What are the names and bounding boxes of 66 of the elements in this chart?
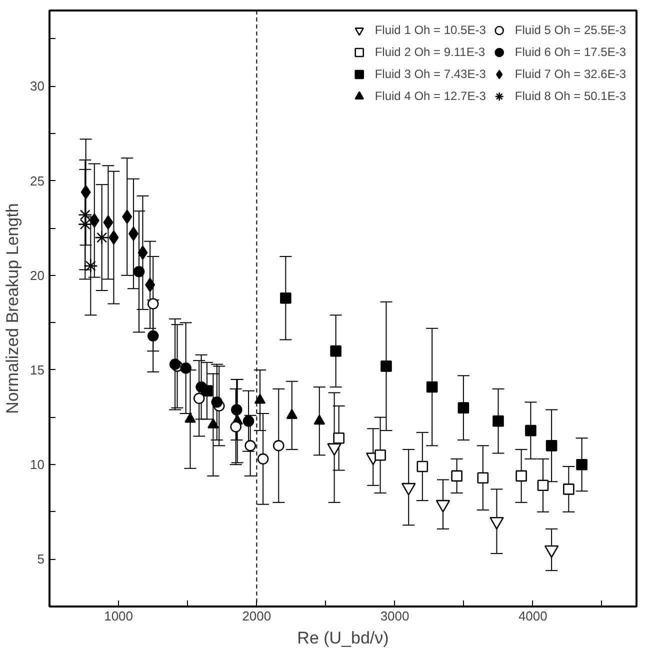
point xyxy=(230,421,242,432)
point xyxy=(208,418,219,428)
point xyxy=(242,415,254,427)
point xyxy=(477,472,489,484)
point xyxy=(333,432,345,444)
point xyxy=(103,215,114,230)
point xyxy=(330,345,342,357)
legend-label: Fluid 4 Oh = 12.7E-3 xyxy=(374,89,486,103)
point xyxy=(180,362,192,374)
point xyxy=(244,440,256,452)
legend-label: Fluid 7 Oh = 32.6E-3 xyxy=(514,67,626,81)
point xyxy=(416,460,428,472)
point xyxy=(128,226,138,241)
point xyxy=(193,392,205,404)
legend-label: Fluid 2 Oh = 9.11E-3 xyxy=(374,45,486,59)
point xyxy=(314,414,326,425)
x-tick-label: 2000 xyxy=(242,608,272,624)
point xyxy=(451,470,462,482)
legend-label: Fluid 3 Oh = 7.43E-3 xyxy=(374,67,486,81)
point xyxy=(78,217,92,232)
point xyxy=(576,458,588,470)
point xyxy=(147,330,159,342)
x-tick-label: 4000 xyxy=(518,608,548,624)
point xyxy=(196,381,207,393)
point xyxy=(426,381,438,393)
point xyxy=(272,440,284,452)
x-tick-label: 1000 xyxy=(104,608,134,624)
point xyxy=(147,298,159,310)
point xyxy=(133,266,145,278)
point xyxy=(108,230,119,245)
point xyxy=(89,213,100,228)
point xyxy=(458,402,470,414)
legend-label: Fluid 6 Oh = 17.5E-3 xyxy=(514,45,626,59)
y-tick-label: 10 xyxy=(30,457,45,472)
point xyxy=(563,484,574,495)
point xyxy=(546,440,558,452)
point xyxy=(122,210,132,224)
y-tick-label: 20 xyxy=(30,268,45,283)
legend-label: Fluid 5 Oh = 25.5E-3 xyxy=(514,23,626,37)
y-tick-label: 30 xyxy=(30,78,45,94)
point xyxy=(516,470,527,482)
point xyxy=(257,453,269,465)
x-tick-label: 3000 xyxy=(380,608,410,624)
point xyxy=(280,292,292,304)
point xyxy=(169,358,181,370)
point xyxy=(138,246,148,260)
point xyxy=(380,360,392,372)
point xyxy=(94,230,109,245)
point xyxy=(231,404,242,416)
point xyxy=(211,396,223,408)
legend-label: Fluid 8 Oh = 50.1E-3 xyxy=(514,89,626,103)
x-axis-title: Re (U_bd/ν) xyxy=(297,628,389,648)
point xyxy=(80,184,91,200)
y-tick-label: 5 xyxy=(37,552,45,567)
legend-label: Fluid 1 Oh = 10.5E-3 xyxy=(374,23,486,37)
point xyxy=(525,424,536,436)
point xyxy=(145,278,156,292)
y-tick-label: 25 xyxy=(30,173,45,188)
y-axis-title: Normalized Breakup Length xyxy=(3,203,22,414)
point xyxy=(537,480,549,492)
y-tick-label: 15 xyxy=(30,362,45,378)
point xyxy=(492,415,504,427)
point xyxy=(286,408,298,419)
point xyxy=(254,394,266,404)
point xyxy=(374,449,386,461)
point xyxy=(184,412,196,423)
